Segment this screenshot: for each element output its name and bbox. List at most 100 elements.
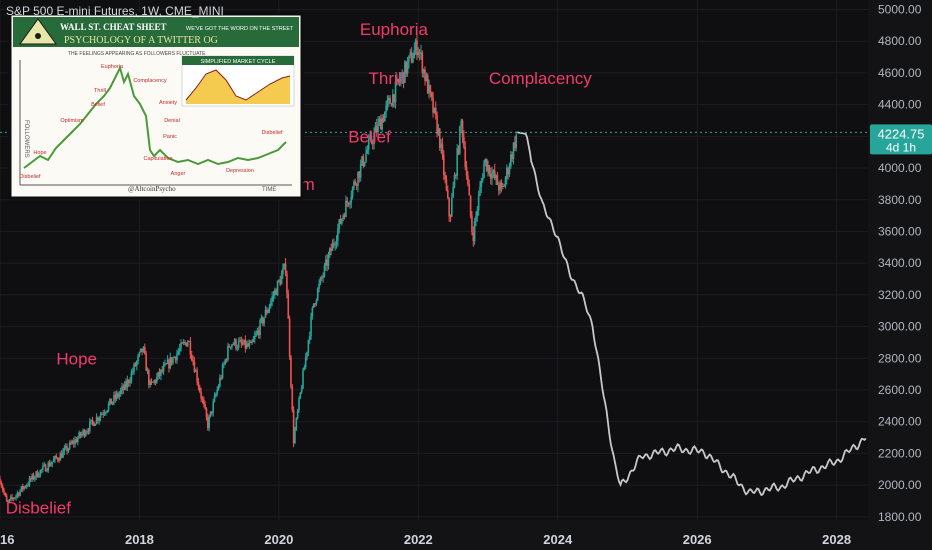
candle-body [102,413,105,415]
candle-body [160,369,162,376]
candle-body [241,343,244,345]
candle-body [26,485,28,488]
candle-body [406,61,409,74]
candle-body [170,357,173,364]
candle-body [386,100,389,105]
candle-body [251,341,253,343]
candle-body [299,392,302,399]
candle-body [118,393,121,397]
candle-body [4,493,7,496]
candle-body [396,79,398,82]
candle-body [444,175,446,180]
candle-body [385,104,387,112]
price-badge-countdown: 4d 1h [886,140,916,154]
candle-body [48,462,51,467]
candle-body [196,370,198,382]
candle-body [430,92,433,98]
candle-body [220,377,223,379]
candle-body [68,442,71,449]
candle-body [97,417,99,421]
candle-body [274,289,276,296]
candle-body [489,173,492,179]
candle-body [338,219,341,229]
candle-body [142,346,145,352]
candle-body [378,118,381,123]
candle-body [437,128,440,135]
candle-body [76,438,79,443]
candle-body [161,369,164,372]
candle-body [15,495,17,498]
candle-body [244,339,247,349]
candle-body [325,259,327,266]
mini-cycle-banner [182,56,294,65]
candle-body [388,97,390,101]
candle-body [341,218,343,224]
inset-phase-label: Hope [33,150,46,156]
candle-body [479,186,481,196]
candle-body [219,377,221,387]
time-tick-label: 2026 [683,532,712,547]
price-tick-label: 4600.00 [878,66,922,80]
candle-body [501,185,504,187]
candle-body [123,382,126,390]
candle-body [144,346,146,354]
time-tick-label: 2028 [822,532,851,547]
candle-body [366,149,369,154]
candle-body [247,343,249,347]
candle-body [243,339,245,345]
candle-body [326,259,328,266]
candle-body [8,499,11,502]
candle-body [413,50,416,59]
candle-body [75,439,78,443]
candle-body [113,394,115,402]
candle-body [432,97,434,113]
candle-body [357,171,359,186]
phase-label: Complacency [489,69,592,88]
candle-body [202,399,205,405]
inset-phase-label: Anger [171,171,186,177]
candle-body [271,296,273,302]
candle-body [158,371,161,376]
candle-body [354,181,357,185]
candle-body [34,477,36,480]
candle-body [39,470,42,477]
candle-body [194,370,197,372]
candle-body [245,343,248,349]
candle-body [229,346,232,348]
candle-body [0,478,1,484]
candle-body [180,342,182,349]
candle-body [469,195,472,216]
candle-body [302,370,304,389]
candle-body [465,167,468,176]
candle-body [157,371,160,377]
candle-body [87,431,90,433]
chart-title: S&P 500 E-mini Futures, 1W, CME_MINI [6,4,224,18]
candle-body [36,471,39,478]
candle-body [400,77,402,83]
candle-body [382,117,385,122]
candle-body [55,455,58,458]
candle-body [337,228,339,242]
candle-body [294,429,296,444]
candle-body [320,277,323,279]
candle-body [377,122,379,132]
candle-body [379,118,382,130]
inset-phase-label: Disbelief [19,174,41,180]
candle-body [106,410,109,413]
inset-phase-label: Complacency [133,78,167,84]
candle-body [515,135,517,149]
candle-body [438,128,441,148]
candle-body [365,153,367,162]
candle-body [208,416,210,429]
candle-body [42,465,44,470]
candle-body [433,107,436,113]
candle-body [447,190,449,198]
candle-body [13,497,16,499]
candle-body [473,221,476,242]
candle-body [410,52,413,63]
candle-body [483,163,485,179]
candle-body [98,418,101,421]
candle-body [93,421,95,427]
